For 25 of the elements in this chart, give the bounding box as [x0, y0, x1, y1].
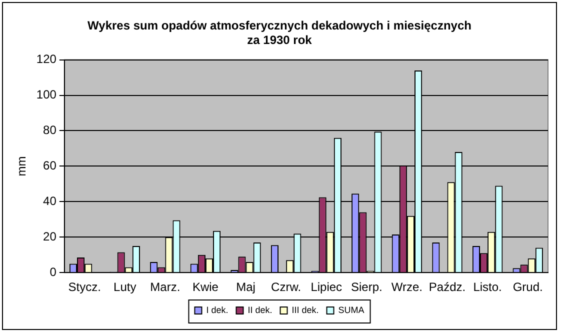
x-tick-label: Czrw.: [271, 280, 302, 294]
legend-label: I dek.: [206, 304, 228, 315]
x-tick-label: Stycz.: [68, 280, 101, 294]
y-tick-label: 120: [36, 52, 57, 66]
x-tick-label: Marz.: [150, 280, 180, 294]
x-tick-label: Grud.: [512, 280, 543, 294]
x-tick-label: Paźdz.: [428, 280, 466, 294]
y-tick-label: 100: [36, 88, 57, 102]
x-tick-label: Listo.: [473, 280, 502, 294]
legend-label: III dek.: [292, 304, 319, 315]
x-tick-label: Kwie: [192, 280, 219, 294]
x-tick-label: Sierp.: [350, 280, 382, 294]
x-tick-label: Lipiec: [310, 280, 342, 294]
y-tick-label: 60: [43, 158, 57, 173]
y-tick-label: 80: [43, 123, 57, 138]
chart-title: Wykres sum opadów atmosferycznych dekadowych i miesięcznych za 1930 rok: [88, 18, 472, 47]
legend-label: SUMA: [338, 304, 364, 315]
y-tick-label: 20: [43, 229, 57, 244]
x-tick-label: Luty: [114, 280, 136, 294]
y-axis-title: mm: [14, 156, 29, 176]
legend-label: II dek.: [248, 304, 272, 315]
x-tick-label: Maj: [236, 280, 256, 294]
y-tick-label: 40: [43, 194, 57, 208]
x-tick-label: Wrze.: [391, 280, 423, 294]
y-tick-label: 0: [50, 264, 57, 279]
